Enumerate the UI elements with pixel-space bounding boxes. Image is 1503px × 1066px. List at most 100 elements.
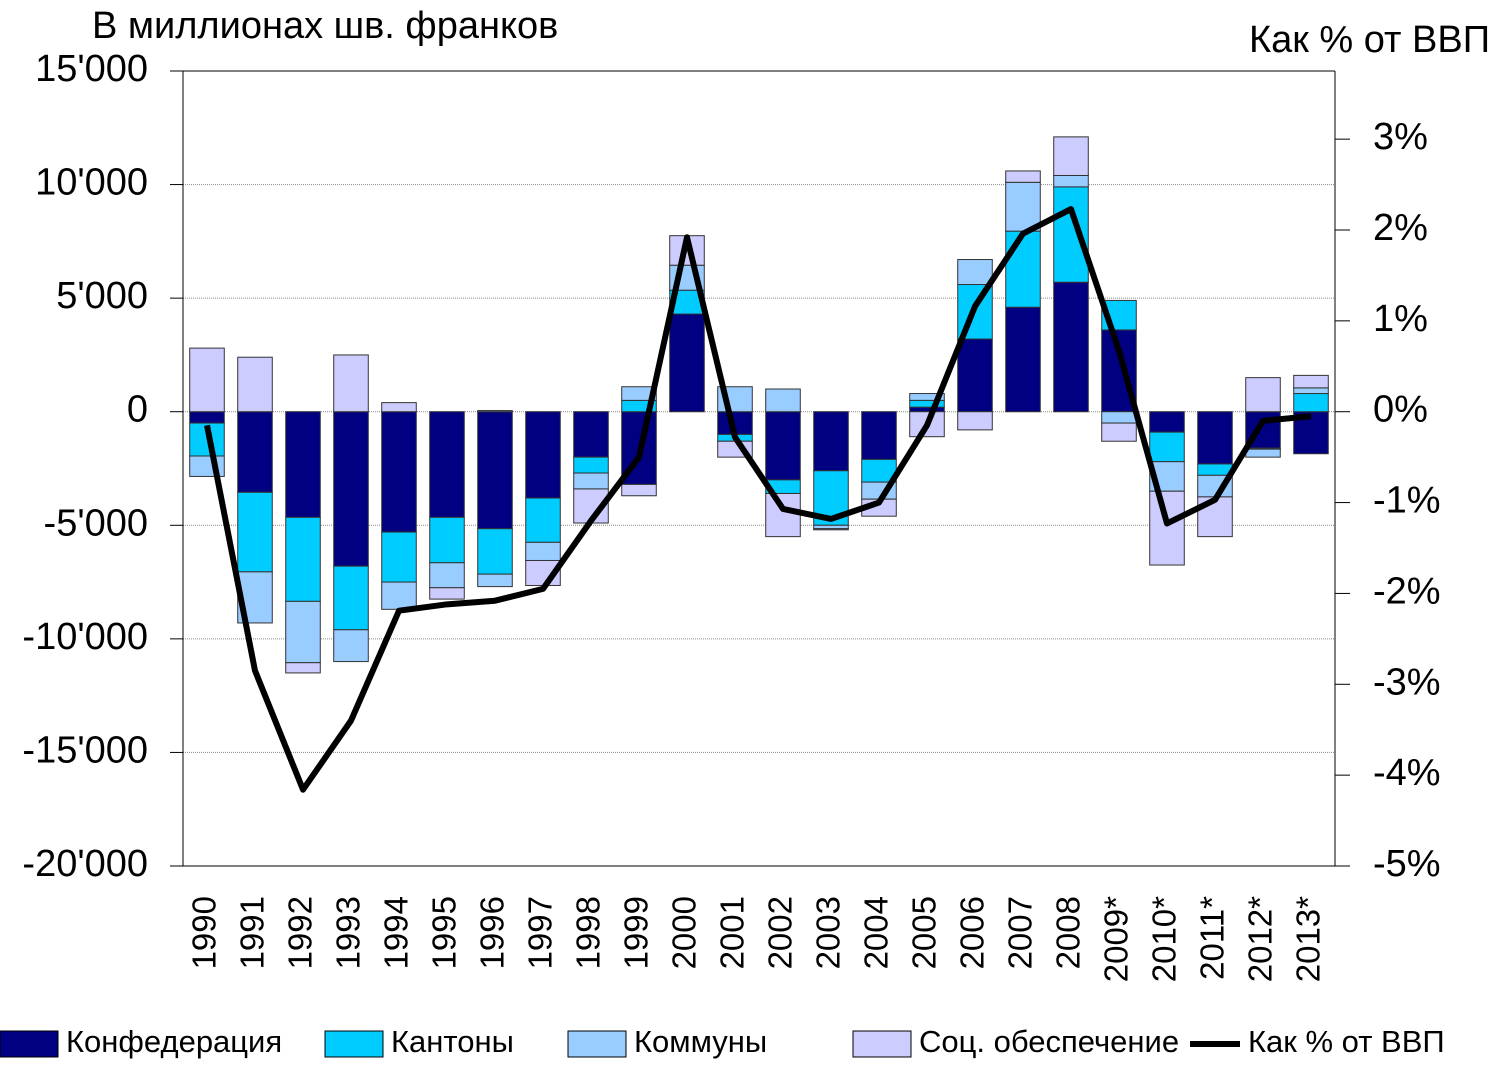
bar [909,393,945,401]
x-tick-label: 2005 [906,896,943,969]
bar [813,528,849,531]
bar [957,411,993,431]
x-tick-label: 1997 [522,896,559,969]
x-tick-label: 2002 [762,896,799,969]
legend-swatch [0,1030,59,1058]
legend-swatch [567,1030,627,1058]
x-tick-label: 2013* [1290,896,1327,982]
bar [573,411,609,458]
bar [285,662,321,674]
y-tick-label: 0 [127,389,148,431]
y-tick-label: 15'000 [35,48,148,90]
bar [813,411,849,472]
bar [285,411,321,518]
legend-label: Как % от ВВП [1248,1024,1445,1059]
x-tick-label: 2000 [666,896,703,969]
bar [381,531,417,583]
bar [429,516,465,564]
x-tick-label: 1993 [330,896,367,969]
bar [525,541,561,561]
bar [573,456,609,474]
x-tick-label: 1992 [282,896,319,969]
y-tick-label: -15'000 [22,729,148,771]
bar [477,411,513,530]
x-tick-label: 2007 [1002,896,1039,969]
bar [525,497,561,543]
y2-tick-label: -4% [1373,752,1441,794]
bar [765,411,801,481]
bar [477,573,513,588]
bar [1053,136,1089,176]
bar [477,410,513,413]
y-tick-label: -20'000 [22,843,148,885]
bar [1245,448,1281,458]
bar [1053,186,1089,283]
bar [1053,174,1089,188]
x-tick-label: 1996 [474,896,511,969]
bar [285,600,321,664]
bar [1005,181,1041,232]
bar [285,516,321,602]
bar [957,338,993,413]
bar [429,587,465,600]
bar [1149,411,1185,433]
x-tick-label: 1991 [234,896,271,969]
bar [525,411,561,499]
bar [669,313,705,413]
bar [381,411,417,533]
legend-swatch [324,1030,384,1058]
bar [333,629,369,663]
bar [621,386,657,401]
bar [813,524,849,530]
bar [1053,281,1089,413]
x-tick-label: 1995 [426,896,463,969]
bar [1005,230,1041,308]
bar [573,472,609,490]
bar [189,347,225,413]
y2-tick-label: -2% [1373,570,1441,612]
bar [381,581,417,610]
y2-tick-label: -1% [1373,480,1441,522]
legend-label: Кантоны [391,1024,514,1059]
x-tick-label: 2004 [858,896,895,969]
bar [765,492,801,538]
y2-tick-label: 3% [1373,116,1428,158]
bar [621,483,657,497]
x-tick-label: 1999 [618,896,655,969]
bar [429,411,465,518]
x-tick-label: 1990 [186,896,223,969]
bar [477,528,513,575]
bar [333,411,369,567]
x-tick-label: 2008 [1050,896,1087,969]
bar [1293,387,1329,395]
bar [333,354,369,413]
bar [1101,411,1137,424]
legend-swatch [852,1030,912,1058]
y2-tick-label: -5% [1373,843,1441,885]
y2-tick-label: 0% [1373,389,1428,431]
y-tick-label: -5'000 [44,502,148,544]
x-tick-label: 2011* [1194,896,1231,980]
x-tick-label: 1998 [570,896,607,969]
line-series [204,206,1312,793]
x-tick-label: 2010* [1146,896,1183,982]
bar [1005,306,1041,413]
bar [381,402,417,413]
x-tick-label: 2006 [954,896,991,969]
bar [333,565,369,631]
bar [1293,393,1329,413]
bar [765,388,801,413]
bar [1101,422,1137,442]
y-tick-label: 10'000 [35,162,148,204]
bar [237,491,273,573]
legend-label: Соц. обеспечение [919,1024,1179,1059]
legend-label: Конфедерация [66,1024,282,1059]
x-tick-label: 2012* [1242,896,1279,982]
bar [1149,431,1185,463]
bar [957,259,993,286]
y2-axis-label: Как % от ВВП [1249,19,1490,61]
x-tick-label: 1994 [378,896,415,969]
bar [1149,490,1185,566]
y-tick-label: 5'000 [56,275,148,317]
